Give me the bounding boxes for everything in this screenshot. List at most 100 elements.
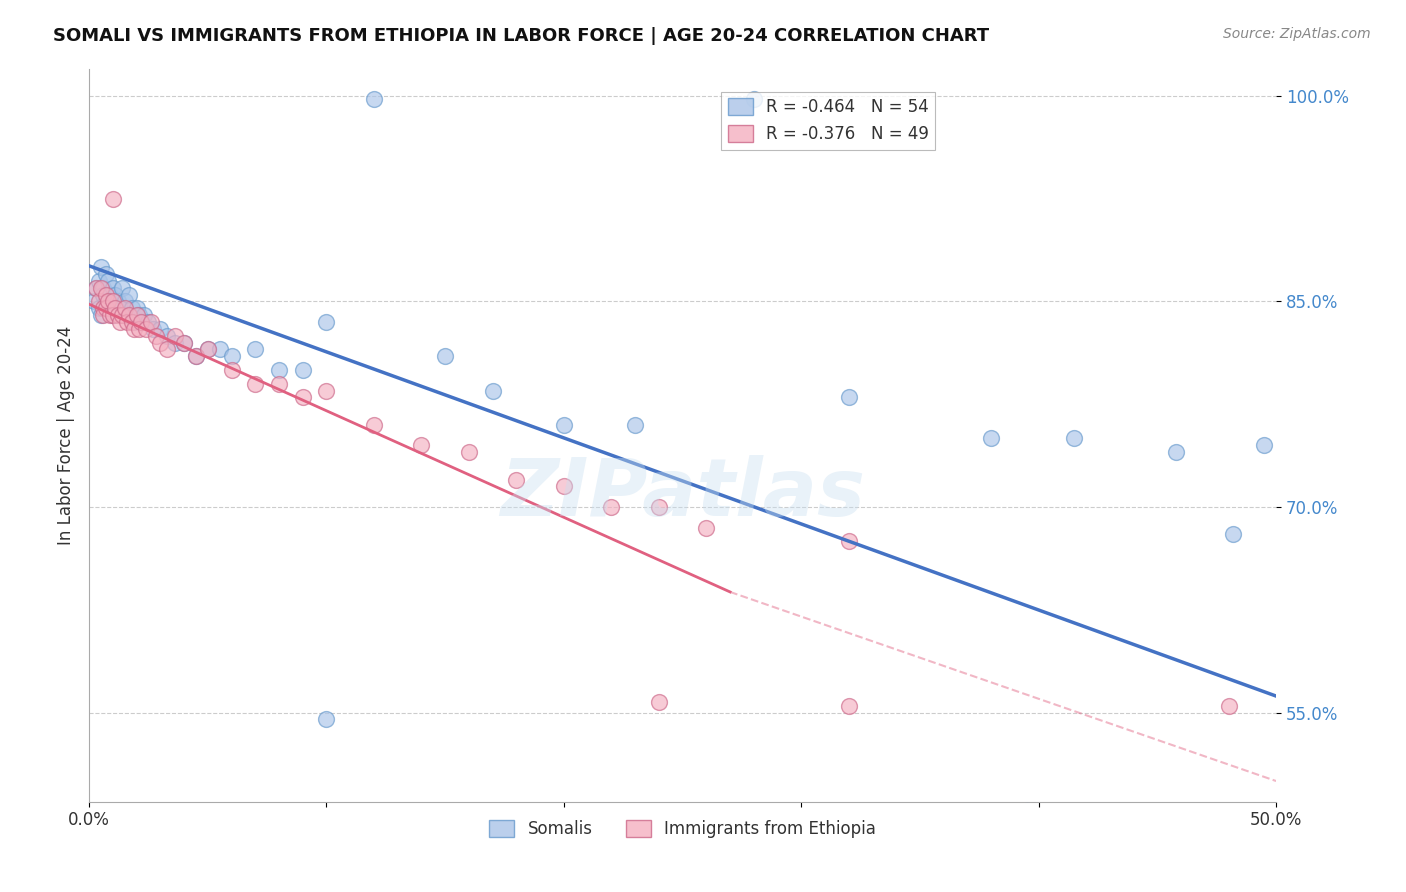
Point [838,534,860,549]
Point [97,294,120,309]
Point [115,308,138,322]
Text: Source: ZipAtlas.com: Source: ZipAtlas.com [1223,27,1371,41]
Point [90,260,112,275]
Point [111,308,134,322]
Point [94,287,117,301]
Legend: Somalis, Immigrants from Ethiopia: Somalis, Immigrants from Ethiopia [482,813,883,845]
Point [505,473,527,487]
Point [118,287,141,301]
Point [163,335,186,350]
Point [129,315,152,329]
Point [1253,438,1275,452]
Point [315,315,337,329]
Point [101,192,124,206]
Point [221,363,243,377]
Point [118,308,141,322]
Point [132,308,155,322]
Point [91,301,114,316]
Point [129,315,152,329]
Point [84,281,107,295]
Point [458,445,481,459]
Point [125,301,148,316]
Point [111,281,134,295]
Point [648,694,671,708]
Point [291,390,314,404]
Point [135,322,157,336]
Point [553,417,575,432]
Point [122,315,145,329]
Point [84,281,107,295]
Point [145,328,167,343]
Point [107,308,129,322]
Point [87,294,110,309]
Point [94,294,117,309]
Point [115,315,138,329]
Point [90,308,112,322]
Point [138,315,160,329]
Point [108,315,131,329]
Point [91,287,114,301]
Point [94,267,117,281]
Point [163,328,186,343]
Point [624,417,647,432]
Point [197,343,219,357]
Point [173,335,195,350]
Point [208,343,231,357]
Point [101,294,124,309]
Point [1222,527,1244,541]
Point [104,301,127,316]
Point [1063,432,1085,446]
Text: SOMALI VS IMMIGRANTS FROM ETHIOPIA IN LABOR FORCE | AGE 20-24 CORRELATION CHART: SOMALI VS IMMIGRANTS FROM ETHIOPIA IN LA… [53,27,990,45]
Point [742,92,765,106]
Point [315,384,337,398]
Point [267,363,290,377]
Point [104,287,127,301]
Point [291,363,314,377]
Point [411,438,433,452]
Point [107,294,129,309]
Point [838,390,860,404]
Point [221,349,243,363]
Point [142,322,165,336]
Point [553,479,575,493]
Point [363,92,385,106]
Point [184,349,207,363]
Point [114,294,136,309]
Point [108,301,131,316]
Point [87,274,110,288]
Point [600,500,623,514]
Point [838,698,860,713]
Point [1218,698,1240,713]
Point [128,322,150,336]
Point [1015,804,1038,818]
Point [267,376,290,391]
Point [149,335,172,350]
Point [156,343,179,357]
Point [139,315,162,329]
Text: ZIPatlas: ZIPatlas [501,455,865,533]
Point [434,349,457,363]
Point [121,301,143,316]
Point [363,417,385,432]
Point [648,500,671,514]
Point [125,308,148,322]
Point [173,335,195,350]
Point [197,343,219,357]
Point [149,322,172,336]
Point [100,287,122,301]
Point [87,301,110,316]
Point [97,301,120,316]
Point [101,281,124,295]
Point [114,301,136,316]
Point [1166,445,1188,459]
Point [184,349,207,363]
Point [91,281,114,295]
Point [101,308,124,322]
Point [695,520,717,534]
Point [97,274,120,288]
Point [122,322,145,336]
Point [156,328,179,343]
Point [121,315,143,329]
Point [245,376,267,391]
Point [980,432,1002,446]
